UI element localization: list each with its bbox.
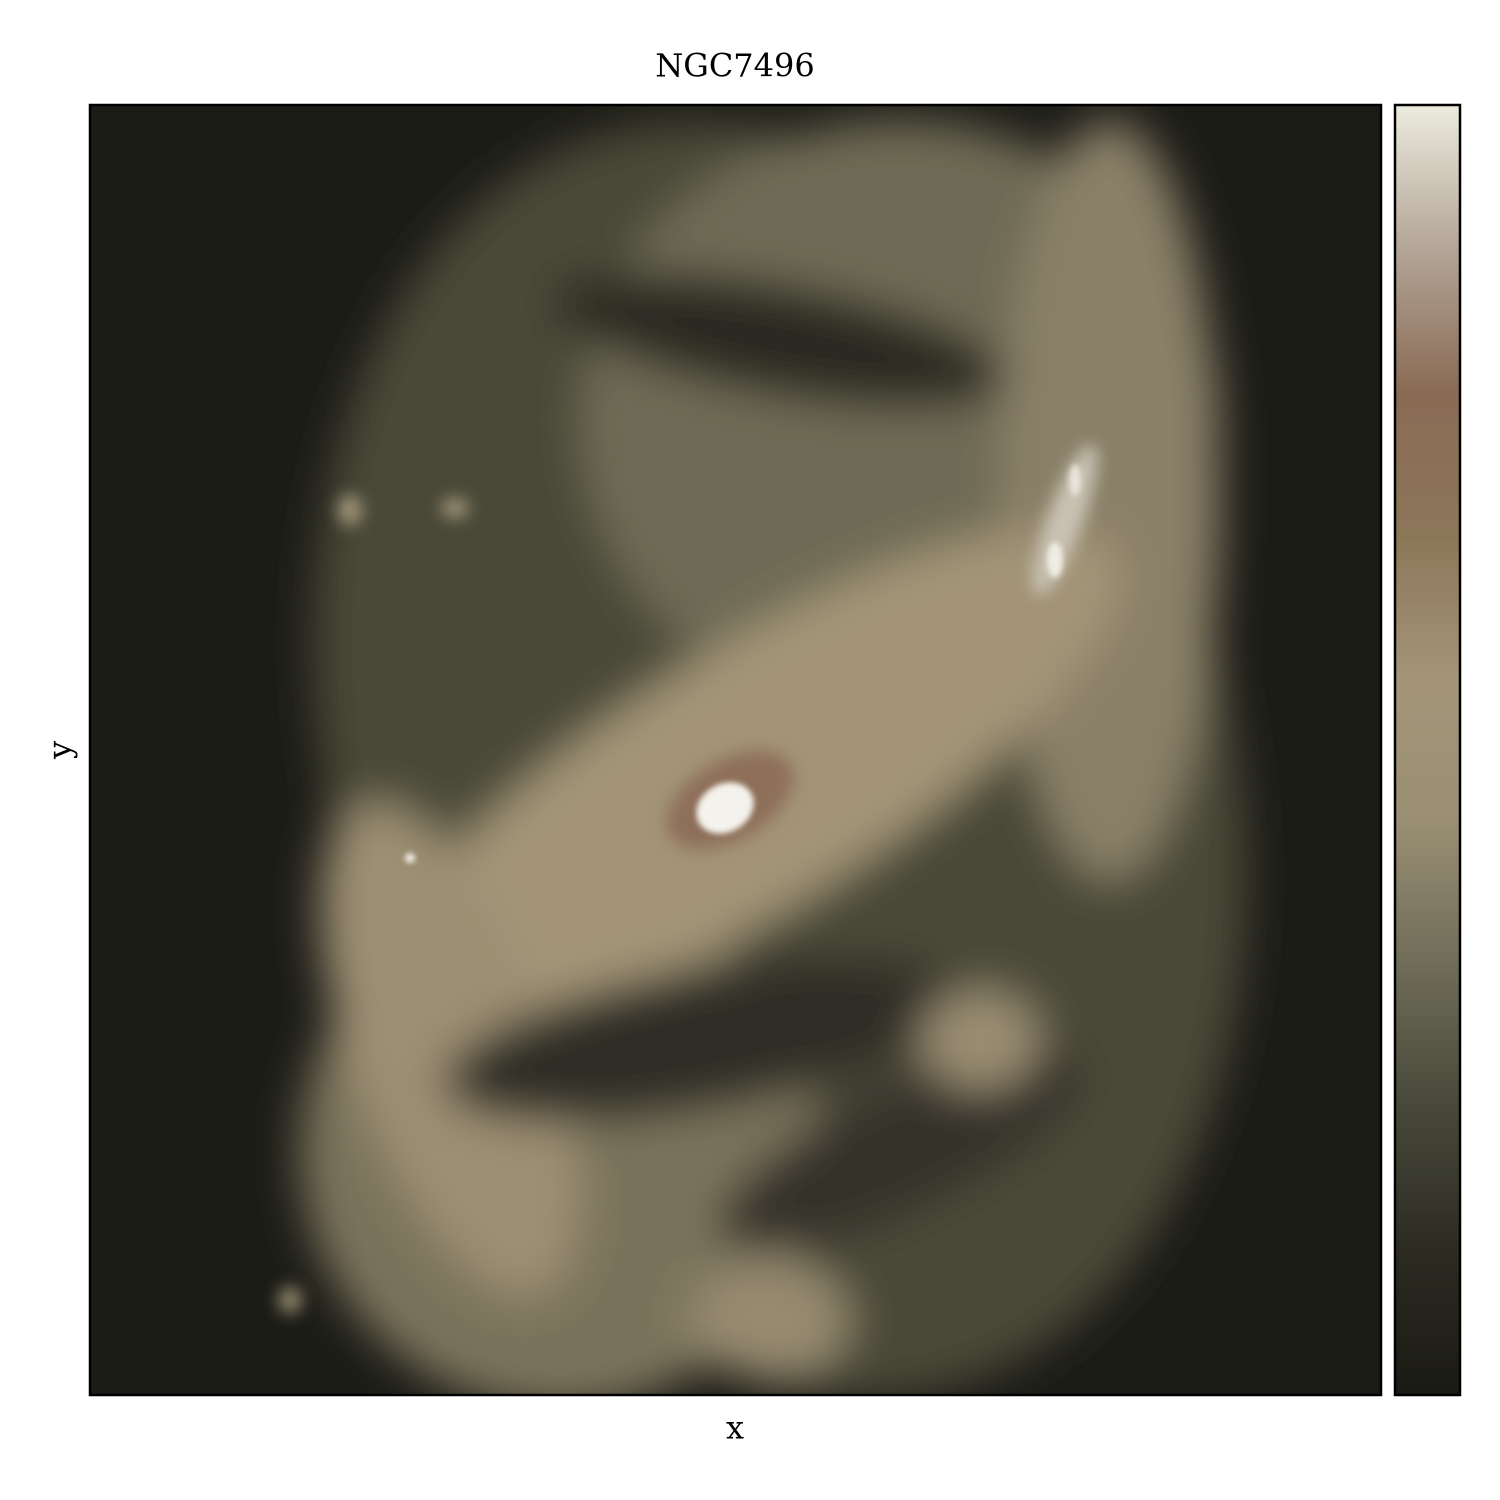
galaxy-image [90,105,1381,1395]
y-axis-label: y [41,741,79,760]
x-axis-label: x [726,1409,744,1447]
chart-title: NGC7496 [655,47,814,85]
axes-frame [88,103,1383,1397]
colorbar [1393,103,1462,1397]
